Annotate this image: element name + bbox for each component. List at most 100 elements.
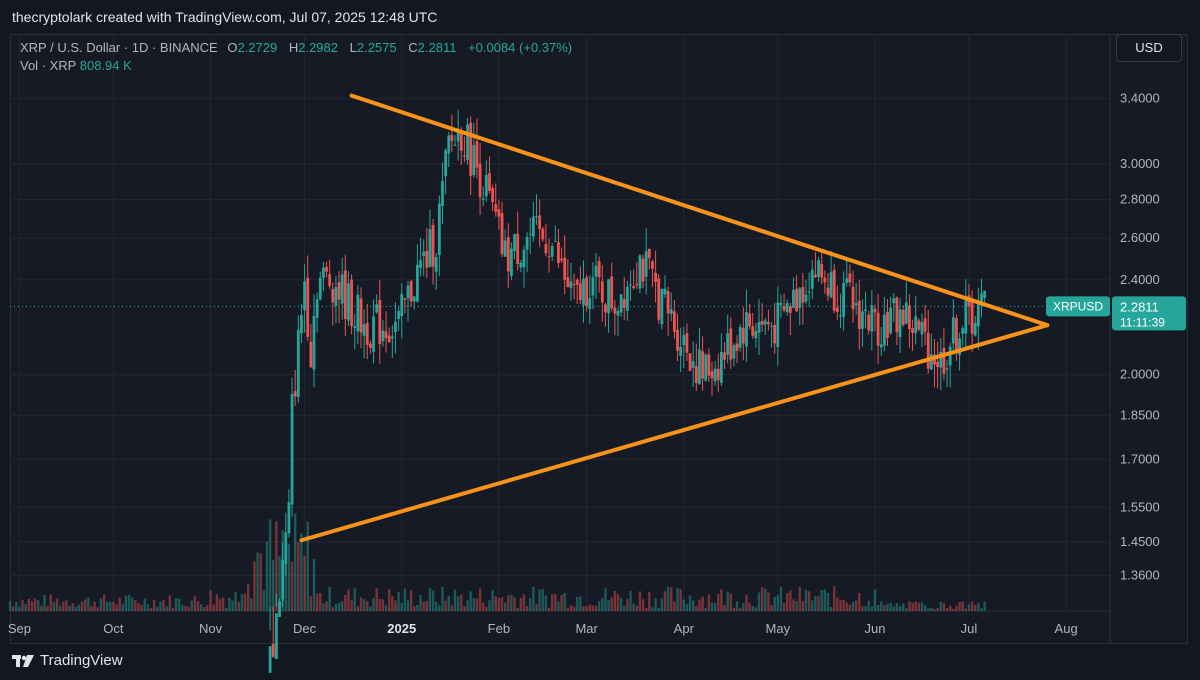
candle-body <box>381 330 385 342</box>
volume-bar <box>892 606 895 611</box>
candle-body <box>475 141 479 168</box>
y-tick-label: 1.8500 <box>1120 407 1160 422</box>
volume-bar <box>218 599 222 611</box>
volume-bar <box>594 605 598 611</box>
candle-body <box>613 307 617 314</box>
volume-bar <box>77 604 81 611</box>
candle-body <box>835 307 839 312</box>
volume-bar <box>99 598 103 611</box>
volume-bar <box>829 607 833 611</box>
volume-bar <box>243 593 247 611</box>
currency-button[interactable]: USD <box>1116 34 1182 62</box>
x-tick-label: Aug <box>1055 621 1078 636</box>
volume-bar <box>745 594 748 611</box>
volume-bar <box>958 602 961 611</box>
volume-bar <box>532 586 535 611</box>
candle-body <box>278 601 281 617</box>
candle-body <box>763 320 767 325</box>
volume-bar <box>572 606 576 611</box>
volume-bar <box>616 594 620 611</box>
volume-bar <box>384 605 388 611</box>
volume-bar <box>833 586 836 611</box>
change-value: +0.0084 (+0.37%) <box>468 40 573 55</box>
candle-body <box>657 278 661 320</box>
candle-body <box>284 532 288 564</box>
y-tick-label: 2.0000 <box>1120 367 1160 382</box>
volume-bar <box>673 601 676 611</box>
volume-bar <box>438 605 441 611</box>
candle-body <box>814 274 817 278</box>
candle-body <box>857 300 861 329</box>
plot-area <box>11 35 1110 611</box>
volume-bar <box>105 601 109 611</box>
candle-body <box>331 288 335 303</box>
volume-bar <box>221 597 225 611</box>
volume-bar <box>823 589 827 611</box>
volume-bar <box>726 591 729 611</box>
candle-body <box>544 244 548 254</box>
volume-bar <box>246 584 250 611</box>
volume-bar <box>68 605 71 611</box>
volume-bar <box>146 604 150 611</box>
volume-bar <box>491 590 494 611</box>
candle-body <box>942 348 946 374</box>
volume-bar <box>212 604 215 611</box>
candle-body <box>732 345 736 359</box>
volume-bar <box>500 597 504 611</box>
volume-bar <box>663 591 667 611</box>
candle-body <box>908 305 911 330</box>
candle-body <box>525 236 529 250</box>
high-value: 2.2982 <box>298 40 338 55</box>
volume-bar <box>240 594 244 611</box>
volume-bar <box>911 602 914 611</box>
volume-bar <box>460 594 463 611</box>
volume-bar <box>767 592 770 611</box>
volume-bar <box>181 604 184 611</box>
candle-body <box>958 338 961 356</box>
candle-body <box>861 311 864 329</box>
candle-body <box>901 310 905 325</box>
volume-bar <box>209 590 212 611</box>
volume-bar <box>30 601 34 611</box>
volume-bar <box>685 604 689 611</box>
volume-bar <box>447 595 450 611</box>
candle-body <box>541 228 545 240</box>
volume-bar <box>948 605 952 611</box>
volume-bar <box>290 561 294 611</box>
candle-body <box>441 181 444 207</box>
candle-body <box>604 304 607 313</box>
volume-bar <box>933 608 936 611</box>
candle-body <box>917 320 921 330</box>
volume-bar <box>873 589 877 611</box>
candle-body <box>876 312 880 346</box>
volume-bar <box>275 521 278 611</box>
candle-body <box>372 316 375 352</box>
candle-body <box>271 643 275 658</box>
candle-body <box>782 306 786 311</box>
volume-bar <box>851 601 855 611</box>
candle-body <box>513 234 516 251</box>
volume-bar <box>482 602 485 611</box>
volume-bar <box>11 606 15 611</box>
volume-bar <box>463 606 466 611</box>
candle-body <box>484 174 488 197</box>
candle-body <box>334 287 338 306</box>
volume-bar <box>557 601 560 611</box>
triangle-upper-trendline <box>349 93 1050 328</box>
volume-bar <box>337 602 341 611</box>
candle-body <box>306 277 310 337</box>
candle-body <box>889 307 893 334</box>
candle-body <box>707 354 711 376</box>
volume-bar <box>409 590 413 611</box>
volume-bar <box>854 600 858 611</box>
volume-bar <box>259 553 262 611</box>
candle-body <box>293 391 297 397</box>
candle-body <box>745 312 748 347</box>
open-value: 2.2729 <box>237 40 278 55</box>
volume-bar <box>936 608 939 611</box>
volume-bar <box>74 606 78 611</box>
candle-body <box>422 251 426 256</box>
candle-body <box>494 204 498 212</box>
candle-body <box>660 289 664 325</box>
